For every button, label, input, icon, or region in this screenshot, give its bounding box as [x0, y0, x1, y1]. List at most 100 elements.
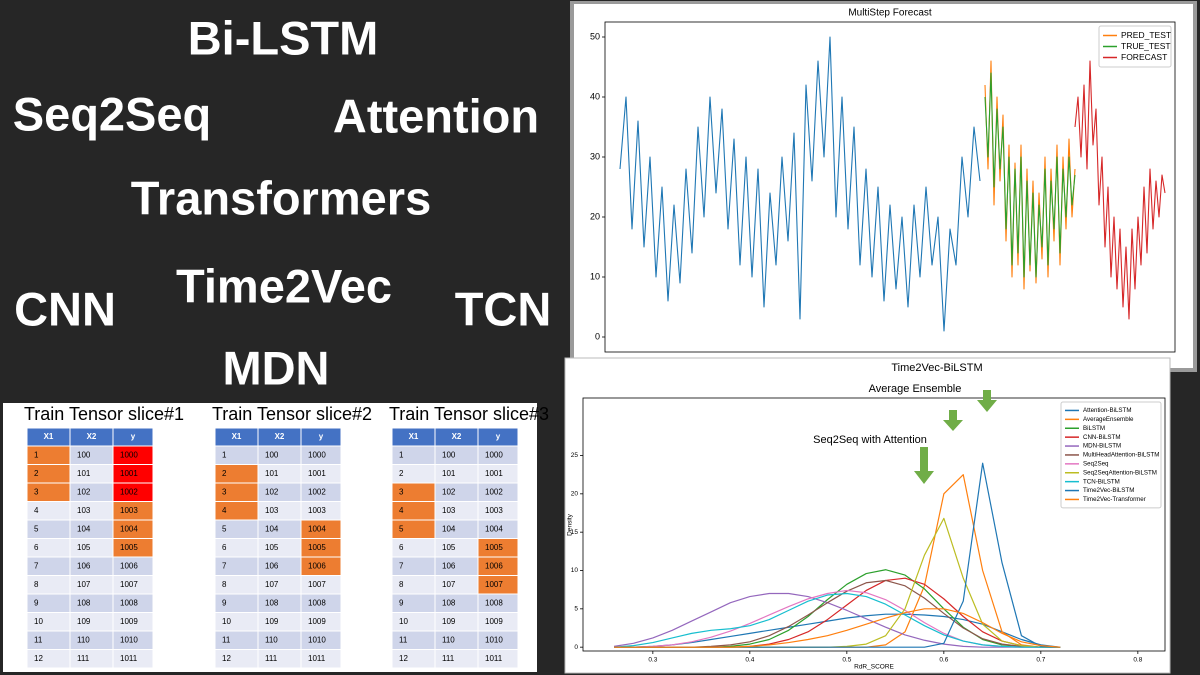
- cell-text: 1003: [308, 506, 326, 515]
- cell-text: 1000: [120, 450, 138, 459]
- cell-text: 4: [399, 506, 404, 515]
- column-header: X1: [409, 432, 419, 441]
- column-header: X1: [44, 432, 54, 441]
- cell-text: 4: [222, 506, 227, 515]
- legend-label: MultiHeadAttention-BiLSTM: [1083, 452, 1159, 459]
- column-header: y: [319, 432, 324, 441]
- keyword: CNN: [14, 282, 116, 335]
- cell-text: 105: [265, 543, 279, 552]
- cell-text: 1006: [120, 561, 138, 570]
- series-line: [1074, 60, 1166, 320]
- cell-text: 11: [34, 635, 43, 644]
- chart-title: MultiStep Forecast: [848, 8, 932, 19]
- cell-text: 111: [265, 654, 278, 663]
- cell-text: 107: [77, 580, 91, 589]
- cell-text: 10: [34, 617, 43, 626]
- series-line: [984, 60, 1076, 290]
- legend-label: TRUE_TEST: [1121, 41, 1171, 51]
- column-header: X2: [452, 432, 462, 441]
- cell-text: 4: [34, 506, 39, 515]
- cell-text: 1009: [308, 617, 326, 626]
- cell-text: 1010: [485, 635, 503, 644]
- column-header: y: [131, 432, 136, 441]
- cell-text: 1001: [485, 469, 503, 478]
- series-line: [614, 608, 1061, 648]
- cell-text: 108: [77, 598, 91, 607]
- cell-text: 6: [399, 543, 404, 552]
- arrow: [977, 390, 997, 412]
- y-tick-label: 50: [590, 31, 600, 41]
- legend-label: TCN-BiLSTM: [1083, 478, 1120, 485]
- cell-text: 1004: [308, 524, 326, 533]
- table-title: Train Tensor slice#1: [24, 404, 184, 424]
- series-line: [613, 592, 1061, 648]
- column-header: y: [496, 432, 501, 441]
- cell-text: 1011: [308, 654, 326, 663]
- x-tick-label: 0.7: [1036, 657, 1045, 664]
- cell-text: 107: [265, 580, 279, 589]
- cell-text: 105: [77, 543, 91, 552]
- cell-text: 7: [34, 561, 39, 570]
- cell-text: 8: [399, 580, 404, 589]
- cell-text: 9: [222, 598, 227, 607]
- cell-text: 1002: [120, 487, 138, 496]
- y-tick-label: 0: [574, 644, 578, 651]
- annotation: Seq2Seq with Attention: [813, 434, 927, 446]
- x-tick-label: 0.3: [648, 657, 657, 664]
- legend-label: Time2Vec-Transformer: [1083, 496, 1146, 503]
- cell-text: 1000: [485, 450, 503, 459]
- plot-frame: [604, 21, 1176, 353]
- cell-text: 1001: [120, 469, 138, 478]
- cell-text: 111: [442, 654, 455, 663]
- cell-text: 111: [77, 654, 90, 663]
- keyword: Seq2Seq: [13, 87, 212, 140]
- y-tick-label: 10: [571, 567, 579, 574]
- cell-text: 1009: [120, 617, 138, 626]
- legend-label: AverageEnsemble: [1083, 416, 1134, 423]
- y-tick-label: 5: [574, 606, 578, 613]
- arrow: [914, 447, 934, 484]
- cell-text: 12: [399, 654, 408, 663]
- cell-text: 1003: [120, 506, 138, 515]
- cell-text: 103: [265, 506, 279, 515]
- cell-text: 110: [77, 635, 90, 644]
- cell-text: 104: [77, 524, 91, 533]
- cell-text: 1005: [120, 543, 138, 552]
- cell-text: 1010: [308, 635, 326, 644]
- cell-text: 3: [399, 487, 404, 496]
- cell-text: 100: [265, 450, 279, 459]
- x-tick-label: 0.5: [842, 657, 851, 664]
- cell-text: 1002: [485, 487, 503, 496]
- cell-text: 8: [222, 580, 227, 589]
- cell-text: 1008: [308, 598, 326, 607]
- cell-text: 103: [442, 506, 456, 515]
- cell-text: 109: [442, 617, 456, 626]
- cell-text: 1010: [120, 635, 138, 644]
- cell-text: 106: [77, 561, 91, 570]
- arrow: [943, 410, 963, 431]
- cell-text: 1005: [485, 543, 503, 552]
- cell-text: 12: [34, 654, 43, 663]
- cell-text: 11: [222, 635, 231, 644]
- column-header: X2: [275, 432, 285, 441]
- y-tick-label: 15: [571, 529, 579, 536]
- cell: [112, 649, 154, 669]
- cell-text: 1005: [308, 543, 326, 552]
- cell-text: 100: [77, 450, 91, 459]
- x-axis-label: RdR_SCORE: [854, 664, 894, 671]
- legend-label: Seq2SeqAttention-BiLSTM: [1083, 469, 1157, 476]
- table-title: Train Tensor slice#3: [389, 404, 549, 424]
- cell-text: 6: [34, 543, 39, 552]
- cell-text: 1011: [485, 654, 503, 663]
- cell-text: 102: [77, 487, 91, 496]
- y-tick-label: 30: [590, 151, 600, 161]
- cell-text: 109: [265, 617, 279, 626]
- cell-text: 1009: [485, 617, 503, 626]
- legend-label: Attention-BiLSTM: [1083, 407, 1132, 414]
- cell-text: 103: [77, 506, 91, 515]
- keyword: Attention: [333, 89, 539, 142]
- keyword: TCN: [455, 282, 552, 335]
- cell-text: 1008: [120, 598, 138, 607]
- cell-text: 6: [222, 543, 227, 552]
